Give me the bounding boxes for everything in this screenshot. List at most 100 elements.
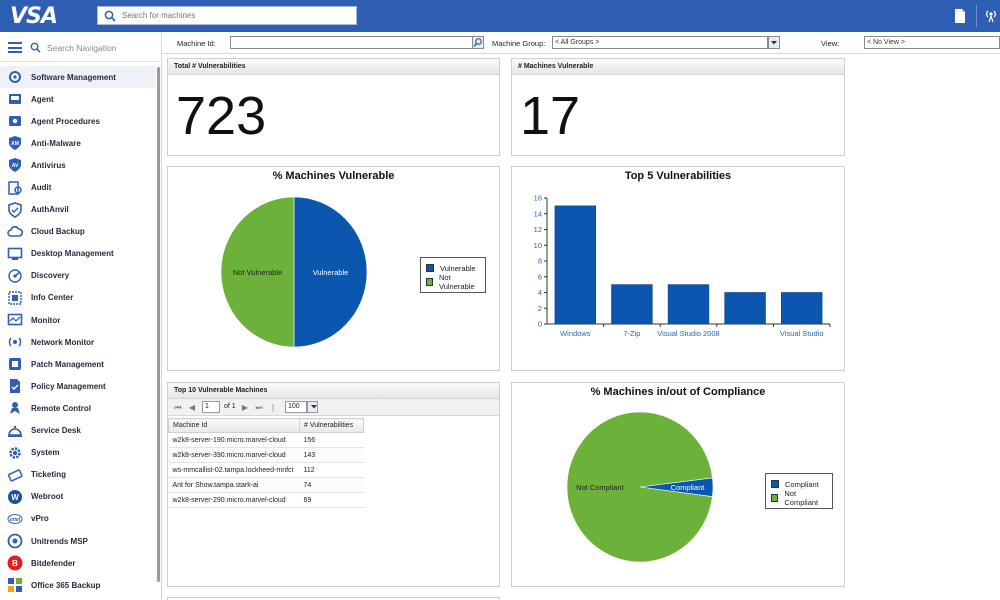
- chart-title: % Machines Vulnerable: [272, 170, 395, 182]
- y-tick-label: 10: [534, 241, 542, 250]
- legend-swatch: [771, 480, 779, 488]
- x-tick-label: Visual Studio: [780, 329, 824, 338]
- bar[interactable]: [667, 284, 710, 325]
- sidebar-item-label: AuthAnvil: [31, 205, 69, 215]
- sidebar-item-system[interactable]: System: [0, 442, 156, 464]
- page-size-select[interactable]: 100: [285, 401, 307, 413]
- sidebar-scrollbar[interactable]: [157, 67, 160, 582]
- sidebar-item-remote-control[interactable]: Remote Control: [0, 397, 156, 419]
- sidebar-item-ticketing[interactable]: Ticketing: [0, 464, 156, 486]
- pie-slice-not-vulnerable[interactable]: [220, 196, 295, 348]
- legend-label: Not Vulnerable: [438, 273, 475, 291]
- nav-search[interactable]: Search Navigation: [0, 32, 160, 62]
- sidebar-item-policy-management[interactable]: Policy Management: [0, 375, 156, 397]
- sidebar-item-network-monitor[interactable]: Network Monitor: [0, 331, 156, 353]
- sidebar-item-service-desk[interactable]: Service Desk: [0, 420, 156, 442]
- machine-search-box[interactable]: [97, 6, 357, 25]
- legend-swatch: [426, 278, 433, 286]
- sidebar-item-cloud-backup[interactable]: Cloud Backup: [0, 221, 156, 243]
- legend-item: Not Vulnerable: [426, 273, 480, 291]
- machine-group-dropdown-button[interactable]: [768, 36, 780, 49]
- remote-control-icon: [7, 400, 23, 416]
- table-row[interactable]: w2k8-server-290.micro.marvel-cloud 69: [168, 492, 364, 508]
- view-select[interactable]: < No View >: [864, 36, 1000, 49]
- sidebar-item-info-center[interactable]: Info Center: [0, 287, 156, 309]
- nav-list: Software Management Agent Agent Procedures…: [0, 66, 156, 596]
- nav-search-placeholder[interactable]: Search Navigation: [47, 43, 117, 53]
- sidebar-item-label: Monitor: [31, 315, 61, 325]
- svg-text:AM: AM: [11, 141, 19, 147]
- x-tick-label: 7-Zip: [623, 329, 640, 338]
- pie-slice-not-compliant[interactable]: [566, 411, 713, 563]
- vsa-logo[interactable]: VSA: [10, 4, 58, 29]
- table-row[interactable]: w2k8-server-190.micro.marvel-cloud 156: [168, 432, 364, 448]
- sidebar-item-software-management[interactable]: Software Management: [0, 66, 156, 89]
- additional-panel: [167, 597, 500, 600]
- panel-title: Total # Vulnerabilities: [168, 59, 499, 75]
- first-page-button[interactable]: ⏮: [174, 403, 182, 412]
- sidebar-item-audit[interactable]: Audit: [0, 176, 156, 198]
- table-row[interactable]: w2k8-server-390.micro.marvel-cloud 143: [168, 447, 364, 463]
- hamburger-menu-icon[interactable]: [8, 42, 22, 53]
- sidebar-item-bitdefender[interactable]: B Bitdefender: [0, 552, 156, 574]
- page-number-input[interactable]: 1: [202, 401, 220, 413]
- sidebar-item-webroot[interactable]: W Webroot: [0, 486, 156, 508]
- sidebar-item-anti-malware[interactable]: AM Anti-Malware: [0, 132, 156, 154]
- pie-label: Not Compliant: [576, 483, 624, 492]
- table-row[interactable]: Ant for Show.tampa.stark-ai 74: [168, 477, 364, 493]
- prev-page-button[interactable]: ◀: [188, 403, 196, 412]
- sidebar-item-antivirus[interactable]: AV Antivirus: [0, 154, 156, 176]
- last-page-button[interactable]: ⏭: [255, 403, 263, 412]
- column-header-machine-id[interactable]: Machine Id: [168, 418, 300, 433]
- sidebar-item-authanvil[interactable]: AuthAnvil: [0, 199, 156, 221]
- sidebar-item-unitrends-msp[interactable]: Unitrends MSP: [0, 530, 156, 552]
- page-size-dropdown-button[interactable]: [307, 401, 318, 413]
- gear-icon: [7, 445, 23, 461]
- document-icon[interactable]: [953, 8, 967, 24]
- sidebar-item-discovery[interactable]: Discovery: [0, 265, 156, 287]
- vulnerable-machines-table: Machine Id # Vulnerabilities w2k8-server…: [168, 418, 364, 508]
- vulnerabilities-cell: 74: [299, 477, 364, 493]
- machine-id-search-button[interactable]: [472, 36, 484, 49]
- legend-label: Compliant: [785, 479, 819, 489]
- sidebar-item-label: Cloud Backup: [31, 227, 85, 237]
- sidebar-item-office-365-backup[interactable]: Office 365 Backup: [0, 574, 156, 596]
- table-row[interactable]: ws-mmcallist-02.tampa.lockheed-mnfct 112: [168, 462, 364, 478]
- ticket-icon: [7, 467, 23, 483]
- machine-id-cell: Ant for Show.tampa.stark-ai: [168, 477, 300, 493]
- sidebar-item-vpro[interactable]: intel vPro: [0, 508, 156, 530]
- intel-icon: intel: [7, 511, 23, 527]
- bar[interactable]: [554, 205, 596, 325]
- shield-icon: [7, 201, 23, 218]
- y-tick-label: 16: [534, 194, 542, 203]
- policy-icon: [7, 378, 23, 394]
- table-header-row: Machine Id # Vulnerabilities: [168, 418, 364, 433]
- sidebar-item-label: Bitdefender: [31, 558, 76, 568]
- legend-item: Vulnerable: [426, 261, 480, 275]
- top-bar: VSA: [0, 0, 1000, 32]
- broadcast-icon[interactable]: [984, 8, 998, 24]
- sidebar-item-agent[interactable]: Agent: [0, 88, 156, 110]
- monitor-icon: [7, 312, 23, 328]
- page-count: of 1: [224, 403, 236, 410]
- sidebar-item-patch-management[interactable]: Patch Management: [0, 353, 156, 375]
- column-header-vulnerabilities[interactable]: # Vulnerabilities: [299, 418, 364, 433]
- sidebar-item-desktop-management[interactable]: Desktop Management: [0, 243, 156, 265]
- bar[interactable]: [724, 292, 766, 325]
- bar[interactable]: [781, 292, 823, 325]
- machine-search-input[interactable]: [122, 8, 350, 23]
- sidebar-item-monitor[interactable]: Monitor: [0, 309, 156, 331]
- y-tick-label: 4: [538, 288, 542, 297]
- x-tick-label: Visual Studio 2008: [657, 329, 719, 338]
- machine-id-input[interactable]: [230, 36, 474, 49]
- next-page-button[interactable]: ▶: [241, 403, 249, 412]
- bar[interactable]: [611, 284, 653, 325]
- total-vulnerabilities-panel: Total # Vulnerabilities 723: [167, 58, 500, 156]
- pie-slice-vulnerable[interactable]: [293, 196, 368, 348]
- vulnerable-pie-legend: Vulnerable Not Vulnerable: [420, 257, 486, 293]
- sidebar-item-agent-procedures[interactable]: Agent Procedures: [0, 110, 156, 132]
- anti-malware-icon: AM: [7, 135, 23, 151]
- pager: ⏮ ◀ 1 of 1 ▶ ⏭ | 100: [168, 399, 499, 416]
- machine-group-select[interactable]: < All Groups >: [552, 36, 768, 49]
- sidebar-item-label: Info Center: [31, 293, 74, 303]
